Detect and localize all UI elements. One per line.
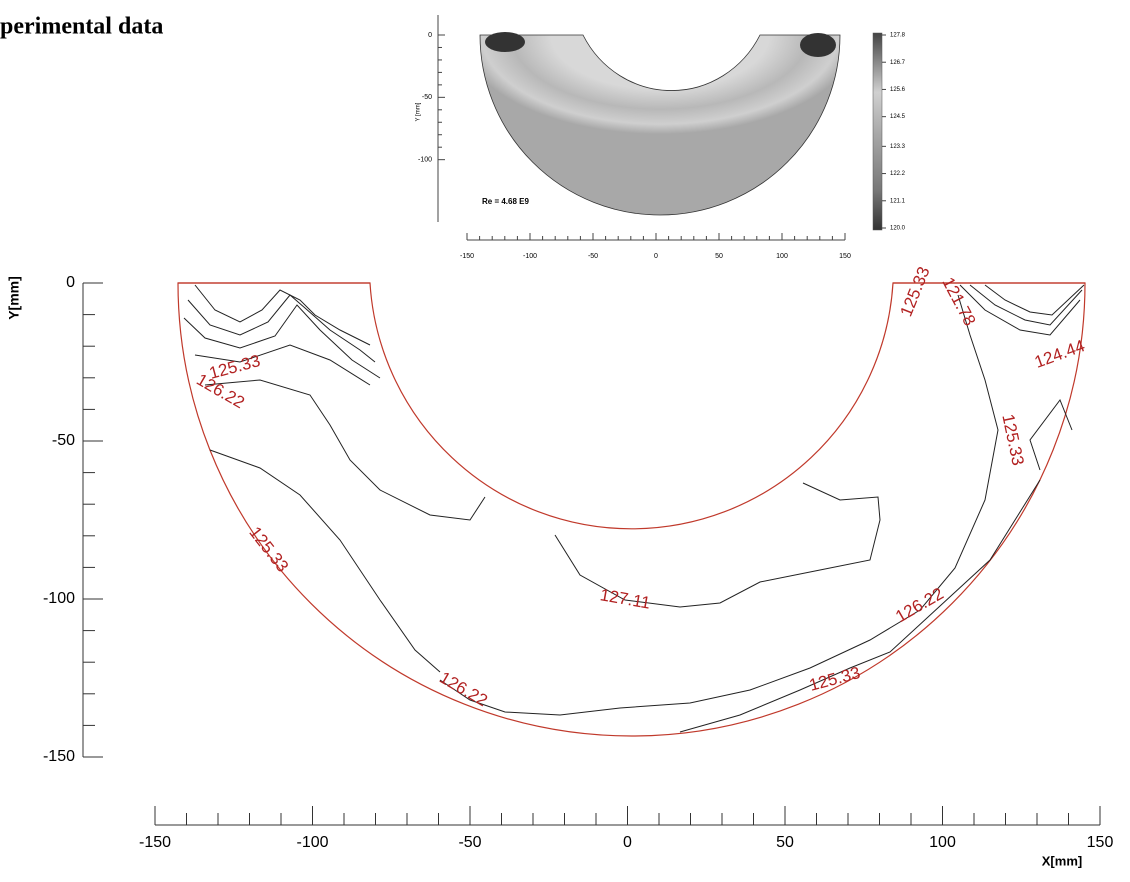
contour-lines <box>183 284 1085 733</box>
colorbar-tick-label: 126.7 <box>890 60 906 66</box>
inset-x-tick-label: -50 <box>588 253 598 260</box>
contour-label: 125.33 <box>897 264 934 319</box>
contour-label: 125.33 <box>998 412 1027 467</box>
colorbar-tick-label: 125.6 <box>890 87 906 93</box>
x-tick-label: 0 <box>623 834 632 851</box>
colorbar-tick-label: 121.1 <box>890 198 906 204</box>
contour-line <box>194 344 371 386</box>
contour-line <box>194 284 371 346</box>
contour-line <box>187 294 376 363</box>
colorbar-tick-label: 120.0 <box>890 226 906 232</box>
inset-annotation: Re = 4.68 E9 <box>482 197 529 206</box>
contour-line <box>209 449 441 673</box>
inset-x-tick-label: 150 <box>839 253 851 260</box>
x-tick-label: -100 <box>296 834 328 851</box>
inset-dark-spot <box>485 32 525 52</box>
contour-line <box>969 284 1083 326</box>
inset-annulus <box>479 34 841 216</box>
contour-line <box>439 294 999 716</box>
contour-label: 124.44 <box>1032 336 1087 372</box>
x-tick-label: 100 <box>929 834 956 851</box>
contour-line <box>1029 398 1073 471</box>
inset-x-tick-label: -150 <box>460 253 474 260</box>
inset-y-tick-label: -50 <box>422 94 432 101</box>
colorbar <box>872 32 883 231</box>
contour-line <box>554 482 881 608</box>
x-tick-label: -50 <box>458 834 481 851</box>
contour-line <box>679 479 1041 733</box>
x-tick-label: 50 <box>776 834 794 851</box>
contour-label: 125.33 <box>807 663 862 695</box>
inset-y-tick-label: -100 <box>418 157 432 164</box>
contour-label: 126.22 <box>892 584 947 626</box>
inset-x-tick-label: 100 <box>776 253 788 260</box>
colorbar-tick-label: 122.2 <box>890 171 906 177</box>
y-tick-label: -50 <box>52 432 75 449</box>
inset-map <box>479 32 883 231</box>
contour-line <box>984 284 1085 316</box>
y-tick-label: -150 <box>43 748 75 765</box>
colorbar-tick-label: 124.5 <box>890 114 906 120</box>
contour-line <box>183 304 381 379</box>
contour-label: 121.78 <box>938 274 979 329</box>
inset-dark-spot <box>800 33 836 57</box>
x-tick-label: -150 <box>139 834 171 851</box>
contour-line <box>959 284 1081 336</box>
contour-line <box>204 379 486 521</box>
inset-x-tick-label: 0 <box>654 253 658 260</box>
colorbar-tick-label: 123.3 <box>890 144 906 150</box>
contour-label: 127.11 <box>599 585 652 613</box>
contour-label: 125.33 <box>245 523 292 576</box>
y-tick-label: 0 <box>66 274 75 291</box>
colorbar-tick-label: 127.8 <box>890 33 906 39</box>
inset-x-tick-label: 50 <box>715 253 723 260</box>
y-axis-label: Y[mm] <box>6 276 22 320</box>
page-title: perimental data <box>0 14 163 40</box>
inset-y-label: Y [mm] <box>416 102 422 121</box>
inset-x-tick-label: -100 <box>523 253 537 260</box>
duct-boundary <box>177 282 1086 737</box>
inset-y-tick-label: 0 <box>428 32 432 39</box>
x-axis-label: X[mm] <box>1042 853 1082 868</box>
x-tick-label: 150 <box>1087 834 1114 851</box>
y-tick-label: -100 <box>43 590 75 607</box>
